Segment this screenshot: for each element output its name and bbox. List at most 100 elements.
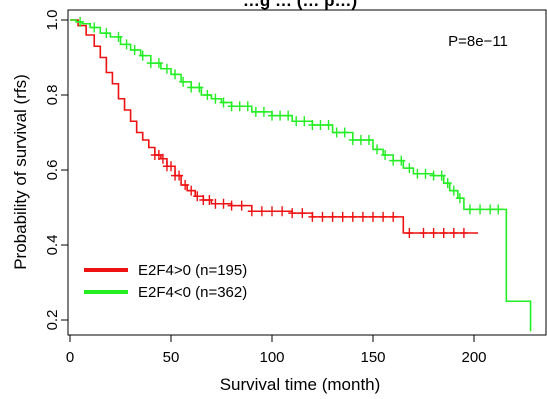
censor-mark — [389, 155, 398, 166]
censor-mark — [373, 144, 382, 155]
censor-mark — [465, 204, 474, 215]
censor-mark — [130, 45, 139, 55]
censor-mark — [278, 206, 287, 217]
censor-mark — [284, 110, 293, 121]
censor-mark — [205, 195, 214, 205]
legend-label: E2F4<0 (n=362) — [138, 284, 247, 301]
censor-mark — [328, 211, 337, 222]
censor-mark — [193, 191, 202, 202]
censor-mark — [429, 228, 438, 238]
series-layer — [70, 16, 532, 332]
censor-mark — [338, 211, 347, 222]
censor-mark — [219, 198, 228, 209]
censor-mark — [449, 185, 458, 196]
censor-mark — [237, 200, 246, 211]
censor-mark — [227, 101, 236, 112]
censor-mark — [348, 211, 357, 222]
censor-mark — [389, 211, 398, 222]
censor-mark — [235, 101, 244, 112]
censor-mark — [397, 155, 406, 166]
x-tick-label: 50 — [163, 349, 180, 366]
censor-mark — [308, 120, 317, 130]
censor-mark — [413, 168, 422, 179]
chart-title: …g … (… p…) — [243, 0, 357, 10]
censor-mark — [364, 135, 373, 145]
censor-mark — [247, 206, 256, 217]
censor-mark — [486, 204, 495, 215]
censor-mark — [340, 127, 349, 138]
y-tick-label: 0.6 — [44, 160, 61, 181]
censor-mark — [356, 135, 365, 145]
series-1 — [70, 16, 532, 332]
censor-mark — [268, 206, 276, 217]
censor-mark — [102, 28, 111, 39]
plot-frame — [67, 9, 547, 336]
censor-mark — [300, 116, 309, 127]
y-tick-label: 0.2 — [44, 310, 61, 331]
censor-mark — [379, 211, 388, 222]
censor-mark — [219, 97, 228, 108]
y-tick-label: 0.4 — [44, 235, 61, 256]
censor-mark — [138, 50, 147, 61]
censor-mark — [358, 211, 367, 222]
censor-mark — [494, 204, 503, 215]
series-0 — [70, 19, 479, 238]
censor-mark — [316, 120, 325, 130]
x-axis-title: Survival time (month) — [220, 375, 381, 394]
censor-mark — [443, 178, 452, 189]
censor-mark — [369, 211, 377, 222]
censor-mark — [476, 204, 485, 215]
axes: 0 50 100 150 200 0.2 0.4 0.6 0.8 1.0 — [44, 10, 487, 366]
censor-mark — [332, 127, 341, 138]
censor-mark — [405, 228, 414, 238]
censor-mark — [298, 208, 307, 219]
censor-mark — [158, 153, 167, 164]
series-line — [70, 19, 479, 234]
censor-mark — [308, 211, 317, 222]
censor-mark — [439, 228, 448, 238]
censor-mark — [187, 185, 196, 196]
censor-mark — [227, 200, 236, 211]
censor-mark — [324, 120, 333, 130]
censor-mark — [162, 63, 171, 74]
censor-mark — [276, 110, 285, 121]
censor-mark — [76, 16, 85, 27]
censor-mark — [122, 39, 131, 50]
censor-mark — [211, 93, 220, 104]
x-tick-label: 150 — [360, 349, 385, 366]
censor-mark — [181, 180, 190, 190]
legend: E2F4>0 (n=195) E2F4<0 (n=362) — [84, 262, 247, 301]
legend-label: E2F4>0 (n=195) — [138, 262, 247, 279]
censor-mark — [154, 150, 163, 160]
censor-mark — [292, 116, 301, 127]
censor-mark — [288, 208, 297, 219]
y-axis-title: Probability of survival (rfs) — [11, 74, 30, 270]
x-tick-label: 200 — [461, 349, 486, 366]
censor-mark — [114, 31, 123, 42]
censor-mark — [405, 163, 414, 174]
censor-mark — [449, 228, 458, 238]
censor-mark — [419, 228, 428, 238]
censor-mark — [348, 135, 357, 145]
censor-mark — [203, 90, 212, 100]
censor-mark — [318, 211, 327, 222]
censor-mark — [179, 76, 188, 87]
censor-mark — [154, 58, 163, 69]
censor-mark — [455, 193, 464, 204]
x-tick-label: 0 — [66, 349, 74, 366]
censor-mark — [171, 69, 180, 80]
p-value-annotation: P=8e−11 — [448, 33, 508, 50]
censor-mark — [459, 228, 468, 238]
censor-mark — [211, 198, 220, 209]
censor-mark — [187, 82, 196, 93]
censor-mark — [90, 22, 99, 33]
censor-mark — [175, 170, 184, 181]
censor-mark — [437, 170, 446, 181]
y-tick-label: 1.0 — [44, 10, 61, 31]
censor-mark — [167, 161, 175, 172]
censor-mark — [381, 150, 390, 160]
x-tick-label: 100 — [259, 349, 284, 366]
censor-mark — [195, 82, 204, 93]
censor-mark — [429, 170, 438, 181]
